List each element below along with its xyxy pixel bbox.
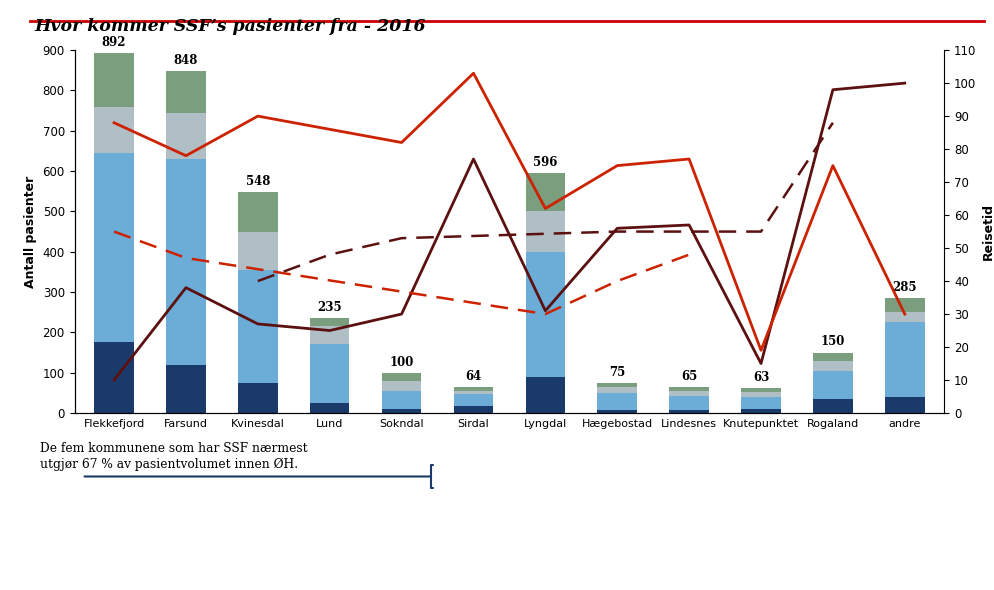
- Bar: [166, 365, 206, 413]
- Text: Hvor kommer SSF’s pasienter fra - 2016: Hvor kommer SSF’s pasienter fra - 2016: [35, 18, 426, 35]
- Bar: [813, 360, 853, 371]
- Text: 75: 75: [609, 366, 625, 379]
- Bar: [885, 397, 924, 413]
- Bar: [453, 387, 493, 391]
- Bar: [453, 406, 493, 413]
- Bar: [382, 381, 421, 391]
- Bar: [94, 53, 134, 107]
- Bar: [597, 393, 637, 410]
- Text: 65: 65: [681, 370, 697, 383]
- Bar: [166, 113, 206, 159]
- Bar: [382, 391, 421, 409]
- Y-axis label: Antall pasienter: Antall pasienter: [24, 175, 37, 288]
- Text: De fem kommunene som har SSF nærmest
utgjør 67 % av pasientvolumet innen ØH.: De fem kommunene som har SSF nærmest utg…: [40, 442, 307, 471]
- Bar: [813, 353, 853, 360]
- Bar: [453, 395, 493, 406]
- Bar: [94, 153, 134, 342]
- Bar: [813, 371, 853, 399]
- Bar: [310, 403, 350, 413]
- Text: 235: 235: [317, 301, 342, 314]
- Bar: [94, 342, 134, 413]
- Text: 63: 63: [752, 371, 769, 384]
- Bar: [310, 345, 350, 403]
- Bar: [742, 392, 780, 397]
- Bar: [526, 211, 566, 252]
- Bar: [239, 192, 277, 231]
- Text: 892: 892: [101, 37, 126, 50]
- Text: 150: 150: [821, 336, 845, 349]
- Bar: [597, 387, 637, 393]
- Y-axis label: Reisetid: Reisetid: [982, 203, 994, 260]
- Bar: [813, 399, 853, 413]
- Bar: [597, 383, 637, 387]
- Bar: [526, 173, 566, 211]
- Text: 100: 100: [390, 356, 414, 369]
- Bar: [597, 410, 637, 413]
- Bar: [669, 410, 709, 413]
- Bar: [166, 159, 206, 365]
- Bar: [885, 322, 924, 397]
- Bar: [742, 409, 780, 413]
- Bar: [526, 377, 566, 413]
- Bar: [310, 326, 350, 345]
- Text: 64: 64: [465, 370, 482, 383]
- Bar: [382, 373, 421, 381]
- Bar: [885, 298, 924, 312]
- Bar: [742, 388, 780, 392]
- Bar: [453, 391, 493, 395]
- Bar: [310, 318, 350, 326]
- Bar: [526, 252, 566, 377]
- Bar: [239, 383, 277, 413]
- Text: 548: 548: [246, 175, 270, 188]
- Bar: [669, 387, 709, 391]
- Bar: [742, 397, 780, 409]
- Bar: [885, 312, 924, 322]
- Text: 596: 596: [533, 156, 558, 169]
- Bar: [669, 391, 709, 396]
- Text: 285: 285: [893, 281, 917, 294]
- Bar: [669, 396, 709, 410]
- Bar: [382, 409, 421, 413]
- Bar: [166, 71, 206, 113]
- Bar: [239, 270, 277, 383]
- Bar: [239, 231, 277, 270]
- Text: 848: 848: [174, 54, 198, 67]
- Bar: [94, 107, 134, 153]
